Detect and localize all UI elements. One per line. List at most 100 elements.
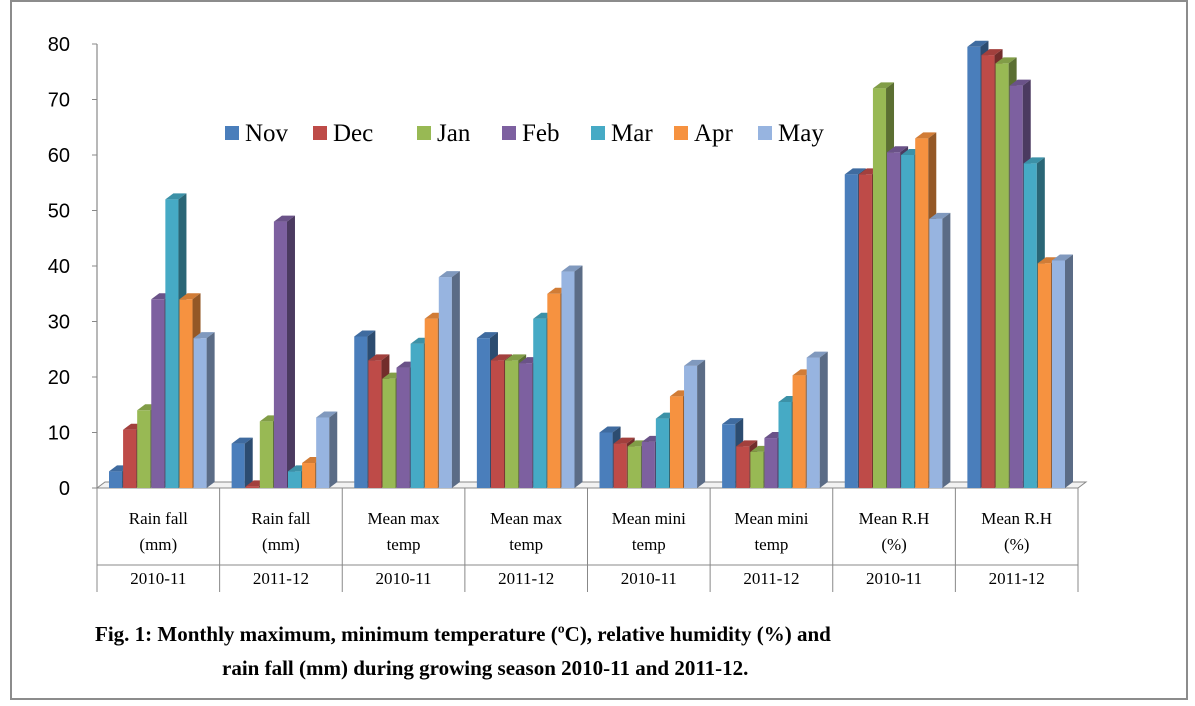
bar-front [1009, 85, 1023, 488]
bar-front [641, 441, 655, 488]
bar-front [302, 463, 316, 488]
bar-front [778, 401, 792, 488]
bar-front [887, 152, 901, 488]
bar-top [981, 49, 1003, 56]
bar-front [722, 424, 736, 488]
bar-front [505, 360, 519, 488]
bar-side [451, 271, 460, 488]
bar-top [929, 212, 951, 219]
bar-front [561, 271, 575, 488]
bar-front [995, 63, 1009, 489]
bar-front [533, 318, 547, 488]
legend-swatch-may [758, 126, 772, 140]
bar-front [844, 174, 858, 489]
bar-front [981, 55, 995, 488]
bar-side [1065, 254, 1073, 488]
category-season-label: 2010-11 [621, 569, 677, 588]
legend-label-apr: Apr [694, 120, 734, 147]
bar-top [179, 293, 201, 300]
y-tick-label: 30 [48, 312, 70, 334]
bar-front [179, 299, 193, 488]
category-season-label: 2010-11 [376, 569, 432, 588]
category-label-line2: (%) [1004, 535, 1029, 554]
category-season-label: 2010-11 [130, 569, 186, 588]
category-label-line1: Mean R.H [981, 509, 1052, 528]
bar-side [329, 411, 338, 488]
bar-front [792, 375, 806, 488]
category-label-line1: Rain fall [129, 509, 188, 528]
bar-top [1051, 254, 1073, 261]
category-label-line2: (mm) [262, 535, 300, 554]
bar-top [505, 354, 527, 361]
bar-top [476, 332, 498, 339]
bar-may-7 [929, 212, 951, 488]
category-label-line1: Rain fall [251, 509, 310, 528]
bar-front [872, 88, 887, 489]
bar-front [476, 338, 490, 488]
legend-swatch-mar [591, 126, 605, 140]
bar-front [655, 418, 669, 488]
y-tick-label: 40 [48, 256, 70, 278]
category-season-label: 2011-12 [253, 569, 309, 588]
bar-may-1 [193, 332, 215, 488]
bar-top [273, 215, 295, 222]
bar-top [1009, 79, 1031, 86]
bar-may-8 [1051, 254, 1073, 488]
category-label-line2: temp [632, 535, 666, 554]
bar-front [287, 471, 302, 488]
bar-front [438, 277, 452, 488]
bar-front [929, 218, 943, 488]
bar-top [599, 426, 621, 433]
bar-top [1037, 257, 1059, 264]
legend-label-dec: Dec [333, 120, 373, 147]
bar-front [669, 396, 684, 488]
bar-front [368, 360, 382, 488]
bar-front [915, 138, 929, 488]
category-label-line2: (%) [881, 535, 906, 554]
category-season-label: 2011-12 [989, 569, 1045, 588]
legend-swatch-apr [674, 126, 688, 140]
bar-top [613, 437, 635, 444]
bar-front [354, 336, 368, 488]
bar-front [382, 378, 396, 488]
bar-front [165, 199, 179, 488]
bar-front [123, 429, 137, 488]
y-tick-label: 0 [59, 478, 70, 500]
bar-front [231, 443, 245, 488]
bar-may-3 [438, 271, 460, 488]
bar-front [901, 155, 915, 488]
category-label-line2: temp [387, 535, 421, 554]
category-label-line1: Mean mini [612, 509, 686, 528]
caption-line-1: Fig. 1: Monthly maximum, minimum tempera… [95, 622, 831, 646]
y-tick-label: 20 [48, 367, 70, 389]
y-tick-label: 10 [48, 423, 70, 445]
bar-front [151, 299, 165, 488]
bar-front [613, 443, 627, 488]
bar-nov-2 [231, 437, 253, 488]
category-label-line1: Mean max [490, 509, 563, 528]
bar-top [995, 57, 1017, 64]
bar-may-4 [561, 265, 583, 488]
bar-top [872, 82, 895, 89]
bar-top [722, 418, 744, 425]
bar-front [627, 446, 641, 488]
bar-top [1023, 157, 1045, 164]
category-label-line1: Mean max [367, 509, 440, 528]
bar-front [684, 365, 698, 488]
bar-top [368, 354, 390, 361]
axes-layer [92, 43, 1088, 592]
bar-may-2 [316, 411, 338, 488]
category-label-line1: Mean mini [734, 509, 808, 528]
caption-line-2: rain fall (mm) during growing season 201… [222, 656, 748, 680]
bar-front [396, 367, 410, 488]
bar-feb-2 [273, 215, 295, 488]
bar-front [858, 174, 872, 489]
bar-top [193, 332, 215, 339]
y-tick-label: 70 [48, 90, 70, 112]
bar-side [942, 212, 951, 488]
bar-top [165, 193, 187, 200]
bar-top [490, 354, 513, 361]
bar-front [273, 221, 287, 488]
bar-front [316, 417, 330, 488]
legend-label-may: May [778, 120, 824, 147]
